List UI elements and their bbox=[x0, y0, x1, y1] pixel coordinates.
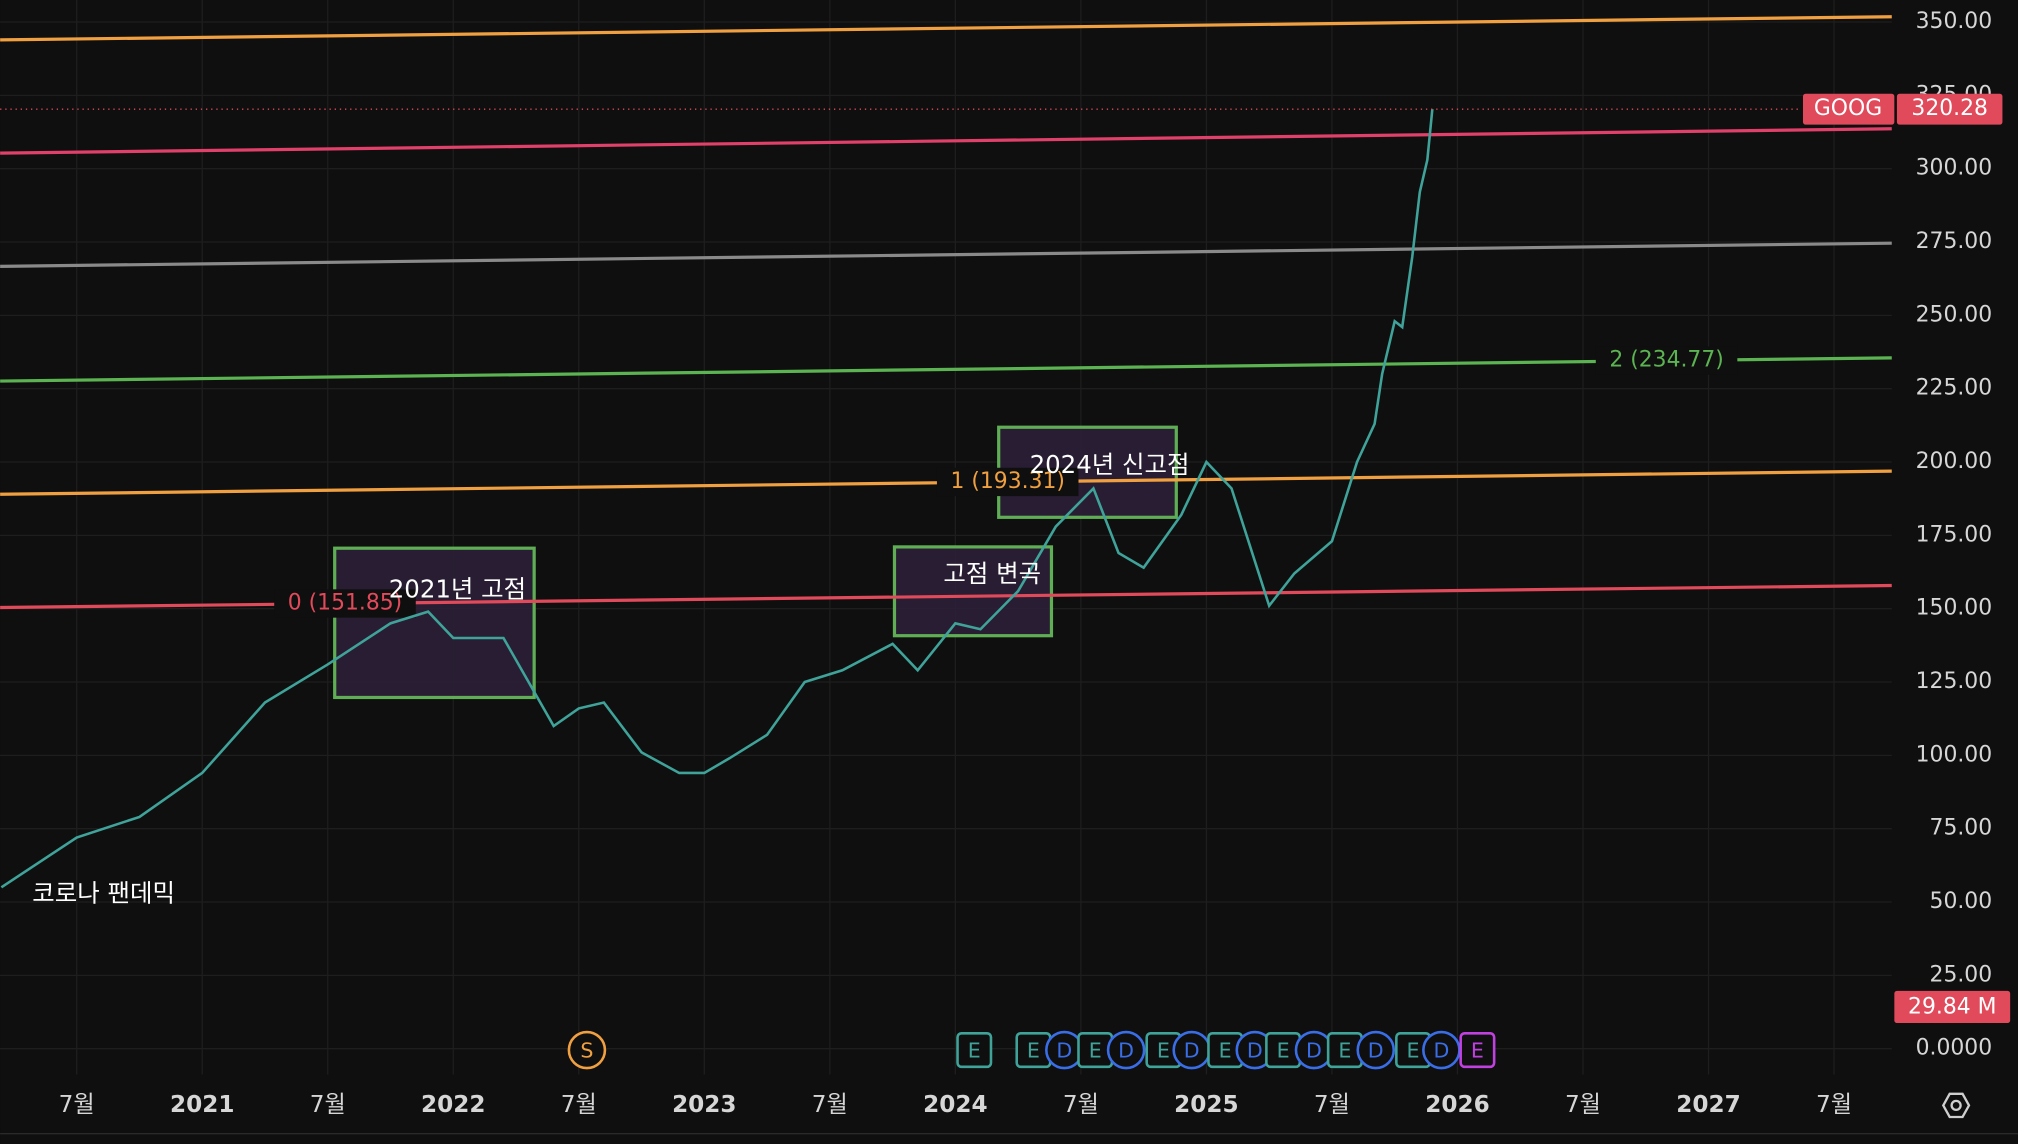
y-tick-label: 50.00 bbox=[1930, 889, 1993, 914]
volume-label: 29.84 M bbox=[1908, 995, 1996, 1020]
x-tick-label: 7월 bbox=[1063, 1092, 1099, 1118]
event-marker-label: E bbox=[1027, 1038, 1040, 1062]
annotation: 2024년 신고점 bbox=[1030, 450, 1190, 479]
trend-line-label: 0 (151.85) bbox=[288, 590, 402, 615]
event-marker-label: D bbox=[1247, 1038, 1263, 1062]
x-tick-label: 7월 bbox=[812, 1092, 848, 1118]
volume-tag bbox=[1894, 990, 2011, 1024]
trend-line-label: 1 (193.31) bbox=[951, 469, 1065, 494]
event-marker-label: E bbox=[1089, 1038, 1102, 1062]
settings-center bbox=[1950, 1099, 1962, 1112]
price-label: 320.28 bbox=[1911, 96, 1988, 121]
x-tick-label: 7월 bbox=[59, 1092, 95, 1118]
y-tick-label: 125.00 bbox=[1916, 669, 1993, 694]
event-marker-label: D bbox=[1306, 1038, 1322, 1062]
trend-label-bg bbox=[1595, 346, 1738, 375]
y-tick-label: 200.00 bbox=[1916, 449, 1993, 474]
x-tick-label: 2025 bbox=[1174, 1092, 1238, 1118]
event-marker bbox=[567, 1030, 607, 1070]
x-tick-label: 7월 bbox=[1816, 1092, 1852, 1118]
highlight-box bbox=[892, 545, 1054, 638]
y-tick-label: 225.00 bbox=[1916, 376, 1993, 401]
y-tick-label: 100.00 bbox=[1916, 742, 1993, 767]
event-marker-label: D bbox=[1118, 1038, 1134, 1062]
event-marker-label: D bbox=[1184, 1038, 1200, 1062]
event-marker bbox=[1106, 1030, 1146, 1070]
event-marker bbox=[956, 1032, 993, 1069]
highlight-box bbox=[333, 546, 536, 700]
event-marker-label: E bbox=[1277, 1038, 1290, 1062]
event-marker bbox=[1459, 1032, 1496, 1069]
annotation: 코로나 팬데믹 bbox=[32, 878, 175, 907]
symbol-tag bbox=[1802, 93, 1895, 125]
trend-line bbox=[0, 127, 1892, 155]
event-marker-label: E bbox=[968, 1038, 981, 1062]
event-marker-label: S bbox=[580, 1038, 593, 1062]
settings-hexagon bbox=[1941, 1092, 1971, 1119]
x-tick-label: 7월 bbox=[561, 1092, 597, 1118]
y-tick-label: 300.00 bbox=[1916, 156, 1993, 181]
x-tick-label: 2027 bbox=[1676, 1092, 1740, 1118]
event-marker-label: E bbox=[1338, 1038, 1351, 1062]
y-tick-label: 0.0000 bbox=[1916, 1036, 1993, 1061]
y-tick-label: 350.00 bbox=[1916, 9, 1993, 34]
trend-line bbox=[0, 241, 1892, 268]
y-tick-label: 75.00 bbox=[1930, 816, 1993, 841]
y-tick-label: 150.00 bbox=[1916, 596, 1993, 621]
x-tick-label: 2026 bbox=[1425, 1092, 1489, 1118]
x-tick-label: 2024 bbox=[923, 1092, 987, 1118]
settings-icon[interactable] bbox=[1941, 1092, 1971, 1119]
trend-label-bg bbox=[274, 589, 416, 618]
event-marker-label: D bbox=[1056, 1038, 1072, 1062]
event-marker-label: E bbox=[1219, 1038, 1232, 1062]
y-tick-label: 25.00 bbox=[1930, 962, 1993, 987]
y-tick-label: 250.00 bbox=[1916, 302, 1993, 327]
trend-label-bg bbox=[936, 467, 1079, 497]
symbol-label: GOOG bbox=[1814, 96, 1882, 121]
event-marker-label: D bbox=[1368, 1038, 1384, 1062]
trend-line bbox=[0, 15, 1892, 42]
event-marker-label: E bbox=[1407, 1038, 1420, 1062]
trend-line bbox=[0, 356, 1892, 383]
trend-line-label: 2 (234.77) bbox=[1609, 348, 1723, 373]
price-tag bbox=[1896, 93, 2003, 125]
x-tick-label: 2021 bbox=[170, 1092, 234, 1118]
x-tick-label: 2022 bbox=[421, 1092, 485, 1118]
y-tick-label: 175.00 bbox=[1916, 522, 1993, 547]
event-marker-label: D bbox=[1433, 1038, 1449, 1062]
event-marker-label: E bbox=[1471, 1038, 1484, 1062]
event-marker-label: E bbox=[1157, 1038, 1170, 1062]
annotation: 2021년 고점 bbox=[389, 575, 526, 604]
x-tick-label: 7월 bbox=[1314, 1092, 1350, 1118]
annotation: 고점 변곡 bbox=[943, 559, 1041, 588]
x-tick-label: 7월 bbox=[310, 1092, 346, 1118]
event-marker bbox=[1356, 1030, 1396, 1070]
x-tick-label: 2023 bbox=[672, 1092, 736, 1118]
y-tick-label: 275.00 bbox=[1916, 229, 1993, 254]
x-tick-label: 7월 bbox=[1565, 1092, 1601, 1118]
price-line bbox=[0, 109, 1434, 889]
